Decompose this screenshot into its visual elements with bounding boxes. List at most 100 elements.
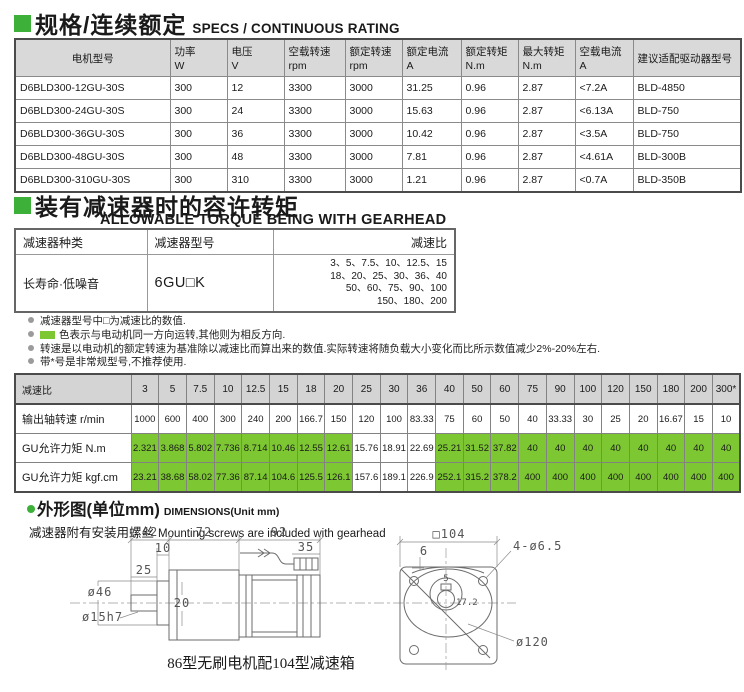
- cell: 180: [656, 373, 686, 405]
- cell: 15: [684, 403, 713, 434]
- ratio-line: 3、5、7.5、10、12.5、15: [330, 258, 447, 269]
- cell: 3300: [283, 76, 346, 100]
- cell: 18.91: [379, 433, 409, 463]
- cell: 1.21: [401, 168, 462, 193]
- cell: 150: [628, 373, 658, 405]
- dim-6-leader: [412, 557, 424, 570]
- top-dim-lines: [130, 534, 321, 595]
- column-header: 额定转矩 N.m: [460, 38, 519, 77]
- dim-label-92: 92: [271, 525, 287, 539]
- dia-label-46: ø46: [88, 585, 113, 599]
- specs-table: 电机型号 功率 W 电压 V 空载转速 rpm 额定转速 rpm 额定电流 A 额定转矩 N…: [14, 38, 742, 193]
- cell: D6BLD300-48GU-30S: [14, 145, 171, 169]
- table-row: D6BLD300-48GU-30S 300 48 3300 3000 7.81 0.96 2.…: [14, 145, 742, 169]
- note-item: 转速是以电动机的额定转速为基准除以减速比而算出来的数值.实际转速将随负载大小变化…: [28, 343, 600, 357]
- dia15-leader: [119, 611, 139, 619]
- cell: 36: [407, 373, 437, 405]
- mounting-hole: [478, 576, 488, 586]
- cell: 300: [169, 168, 228, 193]
- cell: 150: [324, 403, 353, 434]
- cell: 3300: [283, 99, 346, 123]
- cell: 2.87: [517, 122, 576, 146]
- dim-10-lines: [156, 548, 169, 581]
- dimensions-subtitle-en: Mounting screws are included with gearhe…: [158, 528, 386, 540]
- cell: 120: [352, 403, 381, 434]
- cell: 20: [628, 403, 658, 434]
- cell: BLD-4850: [632, 76, 742, 100]
- cell: 30: [573, 403, 603, 434]
- cell: 24: [226, 99, 285, 123]
- cell: 226.9: [407, 462, 437, 493]
- cell: 3000: [344, 168, 403, 193]
- cell: 189.1: [379, 462, 409, 493]
- cell: 6GU□K: [146, 254, 274, 313]
- cell: 31.25: [401, 76, 462, 100]
- column-header: 空载转速 rpm: [283, 38, 346, 77]
- cell: 22.69: [407, 433, 437, 463]
- dim-label-10: 10: [155, 541, 171, 555]
- cell: 16.67: [656, 403, 686, 434]
- cell: 60: [462, 403, 492, 434]
- holes-label: 4-ø6.5: [513, 539, 562, 553]
- cell: 30: [379, 373, 409, 405]
- cell: 3000: [344, 145, 403, 169]
- cell: 2.87: [517, 145, 576, 169]
- cell: 10.46: [268, 433, 298, 463]
- cell: 240: [241, 403, 270, 434]
- cell: 40: [518, 403, 547, 434]
- bullet-icon: [28, 330, 34, 337]
- section-specs-title: 规格/连续额定 SPECS / CONTINUOUS RATING: [14, 6, 400, 40]
- table-row: D6BLD300-310GU-30S 300 310 3300 3000 1.21 0.96…: [14, 168, 742, 193]
- cell: 2.87: [517, 76, 576, 100]
- cell: 400: [518, 462, 547, 493]
- terminal-lines: [299, 558, 313, 570]
- cell: 400: [628, 462, 658, 493]
- ratio-line: 150、180、200: [376, 295, 447, 307]
- bullet-icon: [28, 317, 34, 323]
- cell: 3300: [283, 145, 346, 169]
- cell: 100: [573, 373, 603, 405]
- mounting-hole: [409, 576, 419, 586]
- cell: 90: [545, 373, 575, 405]
- cell: 7.81: [401, 145, 462, 169]
- cell: 8.714: [241, 433, 270, 463]
- drawing-caption: 86型无刷电机配104型减速箱: [167, 655, 355, 672]
- cell: 3000: [344, 122, 403, 146]
- cell: 3.868: [158, 433, 187, 463]
- ratio-header-row: 减速比 3 5 7.5 10 12.5 15 18 20 25 30 36 40 50 60 75 90 100…: [14, 373, 741, 405]
- cell: 12.61: [324, 433, 353, 463]
- dimensions-title-cn: 外形图(单位mm): [37, 501, 160, 519]
- row-label: GU允许力矩 N.m: [14, 433, 132, 463]
- cell: 15.76: [352, 433, 381, 463]
- cell: 0.96: [460, 122, 519, 146]
- motor-inner-lines: [252, 579, 297, 633]
- key-height-label: 17.2: [456, 598, 478, 608]
- cell: 23.21: [130, 462, 160, 493]
- cell: 0.96: [460, 145, 519, 169]
- dia46-dim-lines: [97, 580, 157, 626]
- cell: 87.14: [241, 462, 270, 493]
- section-specs-title-cn: 规格/连续额定: [35, 12, 187, 38]
- note-item: 带*号是非常规型号,不推荐使用.: [28, 356, 600, 370]
- mounting-hole: [478, 645, 488, 655]
- motor-housing-lines: [245, 575, 312, 637]
- sq104-dim-lines: [396, 536, 501, 567]
- green-swatch-icon: [40, 330, 55, 339]
- cell: 126.1: [324, 462, 353, 493]
- cell: 300: [213, 403, 243, 434]
- motor-body: [238, 574, 321, 638]
- cell: 0.96: [460, 76, 519, 100]
- cell: 12.55: [296, 433, 326, 463]
- cell: 60: [490, 373, 520, 405]
- column-header: 空载电流 A: [574, 38, 634, 77]
- note-item: 色表示与电动机同一方向运转,其他则为相反方向.: [28, 329, 600, 343]
- dim-label-25: 25: [136, 563, 152, 577]
- green-square-icon: [14, 14, 31, 32]
- cell: 2.87: [517, 168, 576, 193]
- cell: <3.5A: [574, 122, 634, 146]
- cell: 40: [601, 433, 630, 463]
- cell: 12.5: [241, 373, 270, 405]
- cell: 600: [158, 403, 187, 434]
- cell: 40: [573, 433, 603, 463]
- cell: 77.36: [213, 462, 243, 493]
